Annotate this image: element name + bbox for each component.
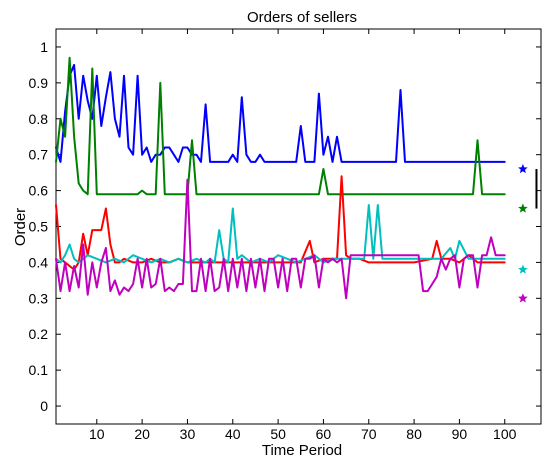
x-tick-label: 100	[493, 426, 517, 442]
chart-title: Orders of sellers	[247, 9, 357, 26]
series-marker-4	[518, 293, 528, 303]
x-tick-label: 70	[361, 426, 377, 442]
y-tick-label: 0.8	[29, 111, 49, 127]
y-tick-label: 0.5	[29, 219, 49, 235]
y-axis-label: Order	[12, 208, 29, 246]
y-tick-label: 0.4	[29, 254, 49, 270]
plot-area	[55, 28, 542, 425]
y-tick-label: 1	[40, 39, 48, 55]
y-tick-label: 0	[40, 398, 48, 414]
y-tick-label: 0.6	[29, 183, 49, 199]
x-tick-label: 50	[270, 426, 286, 442]
y-tick-label: 0.7	[29, 147, 49, 163]
x-tick-label: 90	[452, 426, 468, 442]
y-tick-label: 0.3	[29, 290, 49, 306]
x-tick-label: 20	[134, 426, 150, 442]
series-line-1	[55, 63, 506, 163]
x-tick-label: 40	[225, 426, 241, 442]
y-tick-label: 0.9	[29, 75, 49, 91]
series-line-3	[55, 175, 506, 271]
series-group	[55, 56, 506, 300]
y-tick-label: 0.1	[29, 362, 49, 378]
x-tick-label: 60	[316, 426, 332, 442]
x-tick-label: 10	[89, 426, 105, 442]
series-marker-3	[518, 264, 528, 274]
x-axis-label: Time Period	[262, 442, 342, 459]
series-marker-2	[518, 203, 528, 213]
series-line-2	[55, 56, 506, 196]
x-tick-label: 80	[406, 426, 422, 442]
series-line-5	[55, 178, 506, 300]
series-line-4	[55, 204, 506, 264]
x-tick-label: 30	[180, 426, 196, 442]
marker-group	[518, 163, 538, 303]
y-tick-label: 0.2	[29, 326, 49, 342]
x-axis: 10 20 30 40 50 60 70 80 90 100	[89, 29, 517, 442]
y-axis: 0 0.1 0.2 0.3 0.4 0.5 0.6 0.7 0.8 0.9 1	[29, 39, 541, 414]
series-marker-1	[518, 163, 528, 174]
